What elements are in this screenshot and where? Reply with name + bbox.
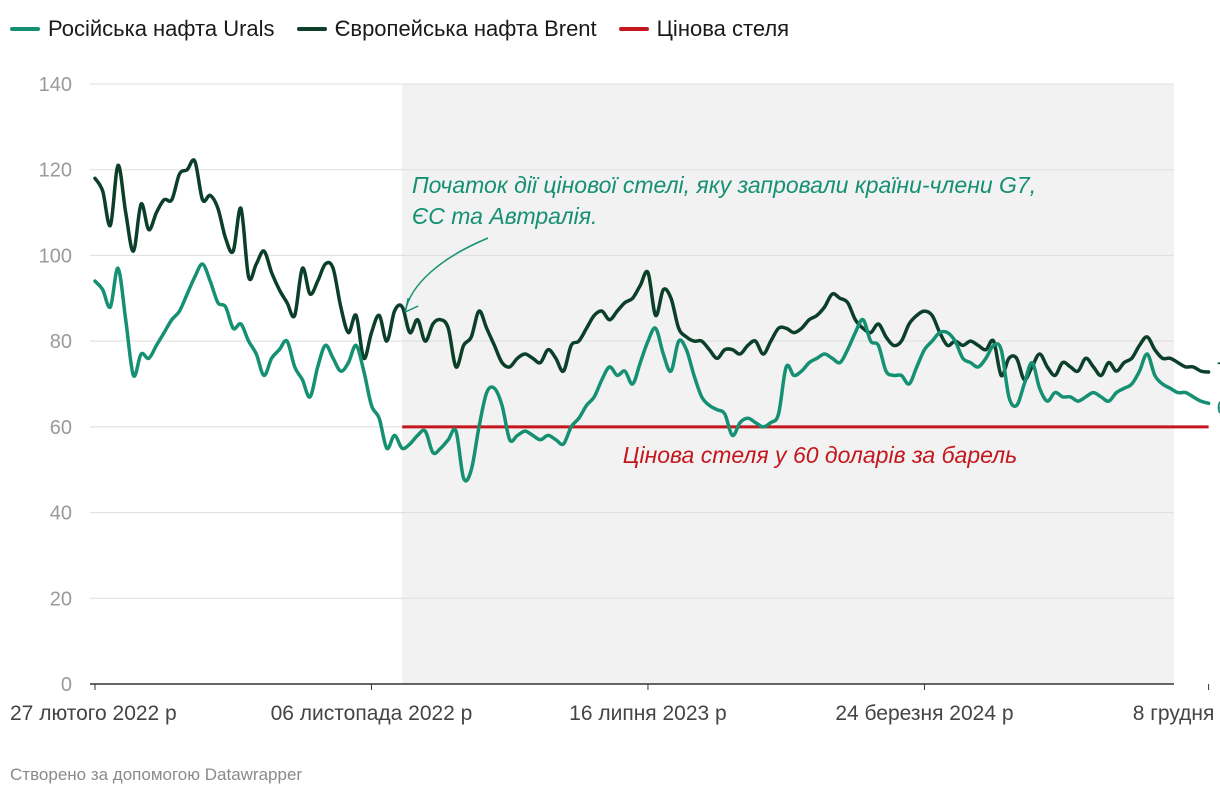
x-tick-label: 8 грудня 2024 р <box>1133 702 1220 725</box>
end-value-label-urals: 65,5 <box>1217 396 1220 419</box>
legend-label-price-cap: Цінова стеля <box>656 16 790 41</box>
annotation-text-line: Початок дії цінової стелі, яку запровали… <box>412 172 1036 198</box>
x-tick-label: 24 березня 2024 р <box>835 702 1013 725</box>
annotation-arrowhead <box>404 297 419 313</box>
legend-item-brent[interactable]: Європейська нафта Brent <box>296 16 597 42</box>
line-chart: 0 20 40 60 80 100 120 140 27 лютого 2022 р 06 лис… <box>10 74 1220 725</box>
legend-swatch-urals <box>10 27 40 31</box>
y-tick-label: 40 <box>50 503 72 525</box>
legend: Російська нафта Urals Європейська нафта … <box>10 14 811 44</box>
series-line-brent <box>93 158 1211 382</box>
legend-label-brent: Європейська нафта Brent <box>334 16 597 41</box>
legend-swatch-brent <box>296 27 327 31</box>
y-tick-label: 80 <box>50 331 72 353</box>
y-tick-label: 140 <box>39 74 72 96</box>
footer-credit: Створено за допомогою Datawrapper <box>10 765 303 784</box>
legend-swatch-price-cap <box>618 27 649 31</box>
y-tick-label: 0 <box>61 674 72 696</box>
series-line-urals <box>93 262 1211 483</box>
price-cap-label: Цінова стеля у 60 доларів за барель <box>623 442 1017 468</box>
legend-item-price-cap[interactable]: Цінова стеля <box>618 16 790 42</box>
x-tick-label: 06 листопада 2022 р <box>271 702 473 725</box>
annotation-text-line: ЄС та Автралія. <box>412 203 597 229</box>
price-cap-period-shading <box>402 84 1174 684</box>
y-tick-label: 120 <box>39 160 72 182</box>
legend-label-urals: Російська нафта Urals <box>48 16 275 41</box>
end-value-label-brent: 72,8 <box>1217 359 1220 382</box>
legend-item-urals[interactable]: Російська нафта Urals <box>10 16 275 42</box>
x-tick-label: 27 лютого 2022 р <box>10 702 177 725</box>
y-tick-label: 20 <box>50 588 72 610</box>
y-tick-label: 60 <box>50 417 72 439</box>
x-tick-label: 16 липня 2023 р <box>569 702 727 725</box>
y-tick-label: 100 <box>39 245 72 267</box>
